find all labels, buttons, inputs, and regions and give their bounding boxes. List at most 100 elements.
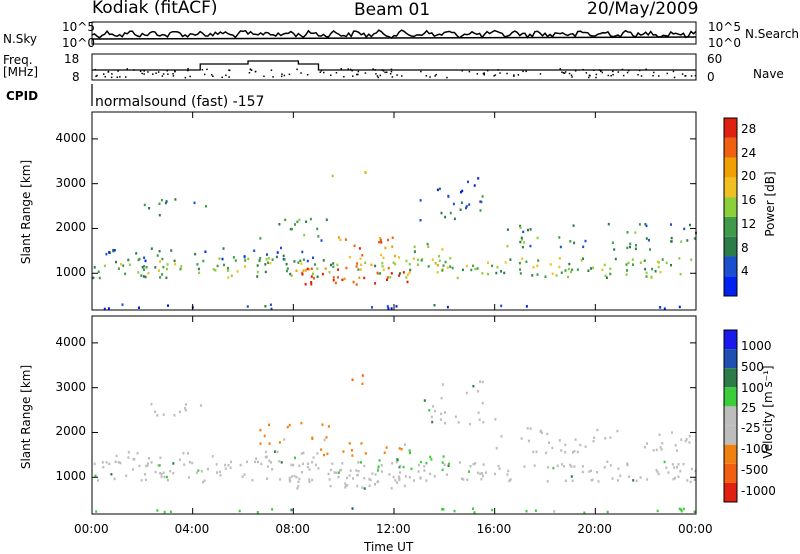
velocity-data-cell [546, 432, 549, 436]
nave-point [506, 72, 508, 75]
velocity-data-cell [693, 510, 696, 513]
velocity-colorbar-segment [724, 349, 737, 369]
power-data-cell [141, 266, 144, 269]
velocity-data-cell [468, 422, 471, 426]
nave-tick-low: 0 [707, 70, 715, 84]
velocity-data-cell [673, 466, 676, 469]
velocity-data-cell [469, 465, 472, 468]
velocity-data-cell [646, 442, 648, 445]
velocity-data-cell [331, 462, 334, 465]
nave-point [187, 68, 189, 70]
velocity-data-cell [259, 428, 262, 432]
velocity-data-cell [337, 471, 340, 474]
power-data-cell [166, 263, 169, 266]
power-data-cell [551, 272, 554, 275]
velocity-data-cell [316, 452, 319, 455]
power-data-cell [644, 267, 647, 271]
noise-tick-low-right: 10^0 [708, 36, 741, 50]
power-data-cell [657, 261, 660, 264]
nave-point [446, 76, 448, 79]
velocity-data-cell [398, 447, 401, 450]
noise-tick-high: 10^5 [62, 20, 95, 34]
velocity-data-cell [300, 421, 303, 425]
velocity-data-cell [308, 478, 311, 481]
velocity-data-cell [399, 464, 402, 468]
nave-point [281, 73, 283, 75]
power-data-cell [170, 249, 173, 252]
velocity-colorbar-tick: 1000 [741, 339, 772, 353]
velocity-data-cell [156, 509, 159, 512]
power-data-cell [321, 272, 324, 276]
power-data-cell [465, 264, 468, 268]
power-data-cell [202, 259, 205, 263]
velocity-data-cell [169, 510, 172, 513]
power-data-cell [234, 259, 237, 262]
nave-point [434, 75, 436, 77]
power-data-cell [173, 259, 176, 263]
nave-point [617, 71, 620, 73]
power-data-cell [465, 205, 468, 208]
velocity-data-cell [478, 418, 481, 421]
nave-point [155, 72, 157, 74]
power-data-cell [529, 244, 532, 248]
nave-point [601, 71, 603, 74]
velocity-data-cell [326, 452, 329, 456]
nave-point [184, 76, 187, 79]
power-data-cell [470, 268, 473, 272]
power-data-cell [316, 227, 319, 231]
power-data-cell [500, 270, 502, 273]
velocity-data-cell [658, 433, 661, 436]
power-data-cell [456, 276, 459, 280]
velocity-data-cell [494, 418, 497, 421]
velocity-data-cell [290, 475, 293, 478]
velocity-data-cell [391, 462, 394, 465]
velocity-data-cell [187, 452, 189, 455]
velocity-data-cell [481, 380, 484, 384]
power-data-cell [436, 264, 439, 267]
nave-point [300, 72, 302, 74]
power-data-cell [290, 227, 293, 231]
power-data-cell [290, 274, 293, 277]
velocity-data-cell [626, 463, 629, 466]
power-colorbar-segment [724, 256, 737, 277]
velocity-data-cell [148, 457, 150, 460]
power-data-cell [336, 263, 339, 267]
power-data-cell [473, 184, 476, 187]
power-data-cell [330, 263, 332, 267]
nave-point [658, 75, 660, 77]
power-data-cell [160, 198, 163, 202]
power-data-cell [693, 237, 696, 240]
nave-point [248, 72, 251, 74]
power-data-cell [298, 218, 301, 222]
velocity-data-cell [573, 465, 576, 468]
power-data-cell [322, 259, 325, 262]
power-data-cell [310, 281, 313, 284]
power-data-cell [305, 220, 308, 223]
power-data-cell [265, 258, 268, 261]
velocity-data-cell [525, 509, 528, 513]
velocity-data-cell [581, 465, 584, 468]
nave-point [347, 68, 349, 70]
velocity-data-cell [377, 465, 380, 468]
power-data-cell [166, 267, 168, 271]
x-axis-label: Time UT [364, 540, 414, 554]
velocity-data-cell [674, 476, 677, 480]
power-data-cell [452, 202, 455, 206]
power-data-cell [461, 189, 464, 193]
velocity-data-cell [617, 479, 620, 482]
power-data-cell [164, 201, 167, 205]
velocity-data-cell [351, 507, 354, 510]
power-colorbar-tick: 8 [741, 240, 749, 255]
velocity-data-cell [119, 461, 122, 465]
power-data-cell [587, 269, 590, 272]
velocity-data-cell [243, 473, 246, 476]
velocity-data-cell [145, 464, 148, 468]
power-data-cell [280, 246, 282, 250]
power-data-cell [379, 272, 382, 275]
velocity-data-cell [162, 413, 165, 416]
power-data-cell [150, 247, 153, 250]
power-colorbar-segment [724, 236, 737, 257]
velocity-data-cell [377, 467, 380, 470]
xtick-label: 20:00 [577, 522, 612, 536]
power-data-cell [355, 283, 358, 286]
